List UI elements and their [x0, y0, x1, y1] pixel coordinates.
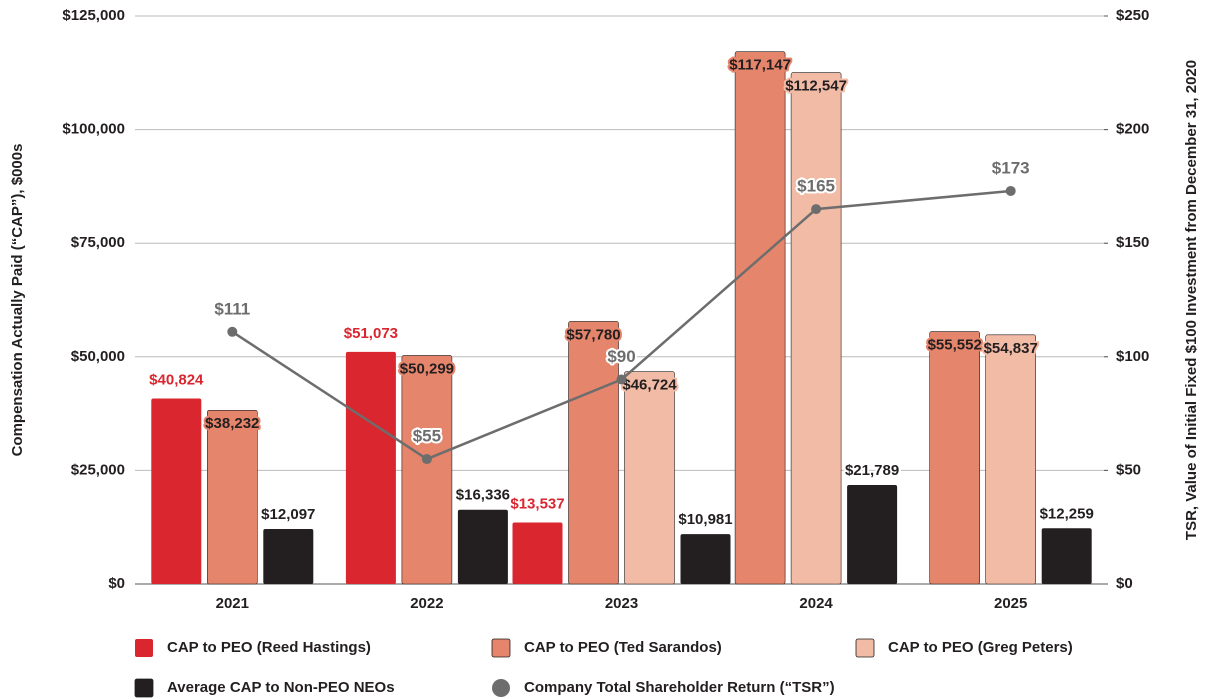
tsr-label: $111 — [214, 299, 250, 318]
bar — [985, 334, 1037, 585]
bar — [1041, 528, 1092, 584]
y2-tick-label: $50 — [1116, 461, 1141, 478]
y2-tick-label: $100 — [1116, 348, 1149, 365]
y2-tick-label: $0 — [1116, 575, 1133, 592]
data-label: $21,789 — [845, 462, 899, 479]
legend-label: CAP to PEO (Reed Hastings) — [167, 639, 371, 656]
y-tick-label: $25,000 — [71, 461, 125, 478]
bar — [263, 529, 314, 584]
data-label: $40,824 — [149, 371, 204, 388]
bar — [457, 509, 508, 584]
data-label: $117,147 — [729, 57, 791, 74]
x-tick-label: 2021 — [216, 595, 249, 612]
x-tick-label: 2025 — [994, 595, 1027, 612]
y-tick-label: $50,000 — [71, 348, 125, 365]
legend-label: CAP to PEO (Greg Peters) — [888, 639, 1073, 656]
tsr-point — [811, 204, 822, 215]
y2-axis-label: TSR, Value of Initial Fixed $100 Investm… — [1183, 60, 1200, 540]
data-label: $57,780 — [566, 326, 620, 343]
data-label: $112,547 — [785, 78, 847, 95]
tsr-label: $165 — [797, 177, 835, 196]
x-tick-label: 2023 — [605, 595, 638, 612]
y-tick-label: $100,000 — [62, 121, 125, 138]
data-label: $16,336 — [456, 487, 510, 504]
legend-label: CAP to PEO (Ted Sarandos) — [524, 639, 722, 656]
tsr-label: $55 — [413, 427, 441, 446]
bar — [151, 398, 202, 584]
x-tick-label: 2024 — [799, 595, 833, 612]
bar — [680, 534, 731, 584]
bar — [847, 484, 898, 584]
data-label: $54,837 — [984, 340, 1038, 357]
data-label: $51,073 — [344, 325, 398, 342]
tsr-label: $173 — [992, 158, 1030, 177]
y2-tick-label: $150 — [1116, 234, 1149, 251]
legend-swatch — [135, 639, 153, 657]
y-tick-label: $0 — [108, 575, 125, 592]
y-tick-label: $75,000 — [71, 234, 125, 251]
y-axis-label: Compensation Actually Paid (“CAP”), $000… — [9, 144, 26, 457]
data-label: $50,299 — [400, 360, 454, 377]
data-label: $13,537 — [510, 495, 564, 512]
data-label: $38,232 — [205, 415, 259, 432]
legend-swatch — [491, 638, 511, 658]
data-label: $10,981 — [678, 511, 732, 528]
data-label: $46,724 — [622, 377, 677, 394]
x-tick-label: 2022 — [410, 595, 443, 612]
legend-swatch — [855, 638, 875, 658]
data-label: $55,552 — [928, 337, 982, 354]
y2-tick-label: $250 — [1116, 7, 1149, 24]
legend-swatch — [492, 679, 510, 697]
bar — [929, 331, 981, 585]
bar — [401, 355, 453, 585]
bar — [207, 409, 258, 585]
legend-swatch — [134, 678, 154, 698]
bar — [345, 351, 396, 584]
bar — [790, 72, 842, 585]
y-tick-label: $125,000 — [62, 7, 125, 24]
tsr-label: $90 — [607, 347, 635, 366]
tsr-point — [421, 454, 432, 465]
tsr-point — [227, 326, 238, 337]
tsr-point — [616, 374, 627, 385]
bar — [512, 522, 563, 584]
legend-label: Company Total Shareholder Return (“TSR”) — [524, 679, 835, 696]
tsr-point — [1005, 185, 1016, 196]
data-label: $12,097 — [261, 506, 315, 523]
bar — [734, 51, 786, 585]
y2-tick-label: $200 — [1116, 121, 1149, 138]
legend-label: Average CAP to Non-PEO NEOs — [167, 679, 395, 696]
data-label: $12,259 — [1040, 505, 1094, 522]
bar — [624, 371, 675, 585]
